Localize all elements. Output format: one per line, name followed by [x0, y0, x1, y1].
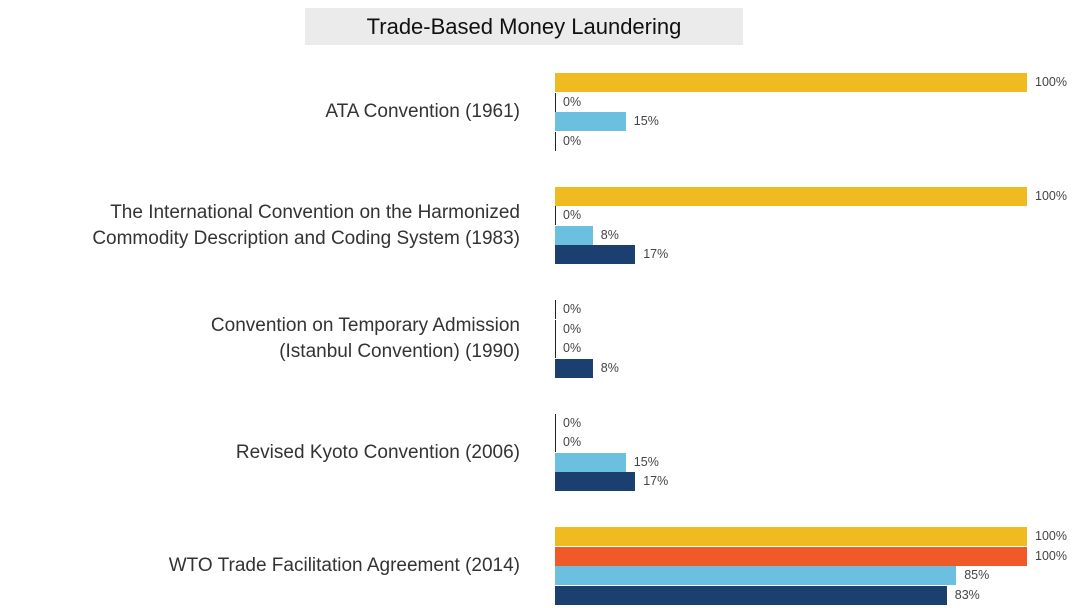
- value-label: 83%: [954, 587, 980, 602]
- bar: [555, 206, 556, 225]
- value-label: 17%: [643, 474, 669, 488]
- value-label: 0%: [563, 302, 582, 316]
- value-label: 17%: [643, 247, 669, 261]
- bar: [555, 433, 556, 452]
- category-label: Revised Kyoto Convention (2006): [235, 441, 520, 463]
- value-label: 8%: [600, 227, 619, 242]
- value-label: 0%: [563, 133, 582, 148]
- category-label: The International Convention on the Harm…: [92, 201, 520, 249]
- value-label: 0%: [563, 208, 582, 222]
- bar: [555, 546, 1027, 566]
- bar: [555, 339, 556, 358]
- bar: [555, 566, 957, 585]
- value-label: 0%: [563, 94, 582, 109]
- bar: [555, 358, 593, 378]
- bar: [555, 92, 556, 112]
- value-label: 100%: [1035, 75, 1067, 89]
- bar: [555, 585, 947, 605]
- value-label: 0%: [563, 341, 582, 355]
- chart-title: Trade-Based Money Laundering: [305, 8, 743, 45]
- value-label: 0%: [563, 435, 582, 449]
- category-label: WTO Trade Facilitation Agreement (2014): [168, 555, 520, 576]
- bar: [555, 472, 636, 491]
- value-label: 15%: [633, 454, 659, 469]
- bar: [555, 319, 556, 339]
- bar: [555, 245, 636, 264]
- category-label: ATA Convention (1961): [325, 101, 520, 122]
- bar: [555, 73, 1027, 92]
- value-label: 100%: [1035, 529, 1067, 543]
- category-label: Convention on Temporary Admission (Istan…: [210, 315, 520, 362]
- bar: [555, 452, 626, 472]
- value-label: 85%: [964, 568, 990, 582]
- value-label: 100%: [1035, 548, 1067, 563]
- value-label: 8%: [600, 360, 619, 375]
- bar: [555, 225, 593, 245]
- bar: [555, 131, 556, 151]
- value-label: 15%: [633, 114, 659, 128]
- bar: [555, 186, 1027, 206]
- bar: [555, 527, 1027, 546]
- value-label: 0%: [563, 321, 582, 336]
- value-label: 0%: [563, 415, 582, 430]
- bar: [555, 413, 556, 433]
- bar: [555, 112, 626, 131]
- value-label: 100%: [1035, 188, 1067, 203]
- bar: [555, 300, 556, 319]
